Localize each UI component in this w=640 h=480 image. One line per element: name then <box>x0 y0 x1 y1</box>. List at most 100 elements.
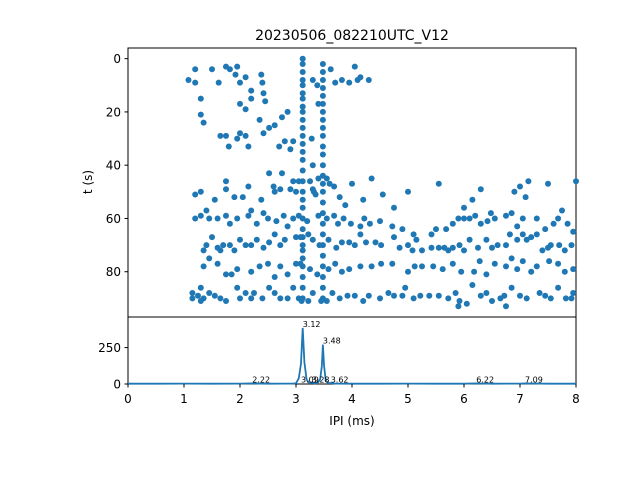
raster-point <box>445 247 452 254</box>
raster-point <box>319 162 326 169</box>
raster-point <box>325 236 332 243</box>
raster-point <box>197 188 204 195</box>
raster-point <box>299 77 306 83</box>
raster-point <box>522 194 529 201</box>
raster-point <box>316 242 323 249</box>
raster-point <box>203 207 210 214</box>
raster-point <box>365 292 372 299</box>
raster-point <box>391 292 397 299</box>
raster-point <box>426 292 433 299</box>
raster-point <box>260 90 267 97</box>
raster-point <box>266 239 273 246</box>
x-tick-label: 0 <box>124 392 132 406</box>
histogram-frame <box>127 316 577 385</box>
raster-point <box>192 66 199 73</box>
raster-point <box>410 295 417 302</box>
raster-point <box>245 212 252 219</box>
raster-point <box>491 260 498 267</box>
y-tick-label: 40 <box>106 159 121 173</box>
raster-point <box>315 175 322 182</box>
raster-point <box>402 284 409 291</box>
raster-point <box>297 234 304 241</box>
raster-point <box>428 244 435 251</box>
raster-point <box>475 244 481 251</box>
raster-point <box>484 218 491 225</box>
raster-point <box>472 212 479 219</box>
raster-point <box>413 236 420 243</box>
raster-point <box>331 183 338 190</box>
raster-point <box>519 258 526 265</box>
raster-point <box>435 292 442 299</box>
raster-point <box>405 242 411 249</box>
raster-point <box>517 292 523 299</box>
raster-point <box>206 215 213 222</box>
raster-point <box>344 292 351 299</box>
raster-point <box>351 292 358 299</box>
raster-point <box>506 231 513 238</box>
raster-point <box>287 186 294 193</box>
raster-point <box>435 244 442 251</box>
raster-point <box>309 186 316 193</box>
raster-point <box>192 191 199 198</box>
raster-point <box>226 220 233 227</box>
raster-point <box>281 138 288 145</box>
raster-point <box>290 215 297 222</box>
raster-point <box>349 180 355 187</box>
raster-point <box>309 236 316 243</box>
raster-point <box>242 242 249 249</box>
raster-point <box>256 263 263 270</box>
raster-point <box>514 266 521 273</box>
raster-point <box>378 260 385 267</box>
raster-point <box>335 220 341 227</box>
raster-point <box>487 210 494 217</box>
raster-point <box>209 234 215 241</box>
raster-point <box>226 66 233 73</box>
raster-y-ticks: 0 20 40 60 80 <box>106 52 128 279</box>
ipi-histogram: 3.123.48 2.22 3.093.28 3.62 6.22 7.09 0 250 0 1… <box>98 316 580 428</box>
y-tick-label: 20 <box>106 105 121 119</box>
raster-point <box>357 74 364 81</box>
raster-point <box>469 196 476 203</box>
raster-point <box>237 130 243 137</box>
raster-point <box>514 236 521 243</box>
raster-point <box>319 188 326 195</box>
raster-point <box>351 63 358 70</box>
raster-point <box>299 167 306 174</box>
raster-point <box>197 95 204 102</box>
x-tick-label: 3 <box>292 392 300 406</box>
raster-point <box>200 263 207 270</box>
raster-point <box>332 79 339 86</box>
raster-point <box>251 290 257 296</box>
raster-point <box>298 298 305 304</box>
raster-point <box>299 284 306 291</box>
raster-point <box>319 92 326 99</box>
raster-point <box>299 226 306 233</box>
raster-point <box>319 274 326 280</box>
raster-point <box>319 180 326 187</box>
raster-point <box>570 228 577 235</box>
raster-point <box>319 61 326 67</box>
raster-point <box>555 215 562 222</box>
raster-point <box>546 258 553 265</box>
raster-point <box>299 242 306 249</box>
raster-point <box>299 69 306 75</box>
raster-point <box>542 226 549 233</box>
raster-point <box>573 178 579 185</box>
raster-point <box>293 188 299 195</box>
raster-point <box>271 122 278 129</box>
raster-point <box>299 188 306 195</box>
raster-point <box>234 215 241 222</box>
raster-point <box>253 220 260 227</box>
raster-point <box>319 132 326 139</box>
raster-point <box>333 244 340 251</box>
x-tick-label: 7 <box>516 392 524 406</box>
raster-point <box>192 79 199 86</box>
raster-point <box>319 69 326 75</box>
raster-point <box>248 95 255 102</box>
raster-point <box>206 290 213 296</box>
raster-point <box>489 244 495 251</box>
raster-point <box>290 178 297 185</box>
raster-point <box>245 183 252 190</box>
raster-point <box>248 268 255 275</box>
raster-point <box>483 271 490 278</box>
